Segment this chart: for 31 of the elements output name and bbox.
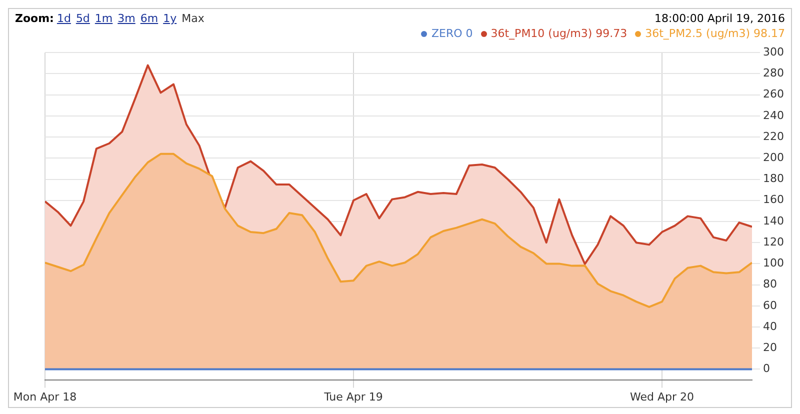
y-tick-label: 80 — [763, 278, 778, 291]
y-tick-label: 220 — [763, 130, 784, 143]
y-tick-label: 280 — [763, 66, 784, 80]
text: 5d — [76, 12, 90, 25]
y-tick-label: 40 — [763, 320, 778, 333]
x-tick-label: Wed Apr 20 — [630, 390, 694, 404]
text: 1m — [94, 12, 113, 25]
legend-label: ZERO 0 — [431, 27, 473, 40]
text: 1y — [163, 12, 177, 25]
text: Zoom: — [15, 12, 54, 25]
y-tick-label: 100 — [763, 256, 784, 270]
y-tick-label: 200 — [763, 151, 784, 164]
y-tick-label: 180 — [763, 172, 784, 186]
x-tick-label: Tue Apr 19 — [323, 390, 383, 404]
y-tick-label: 300 — [763, 45, 784, 58]
y-tick-label: 240 — [763, 108, 784, 122]
text: 1d — [56, 12, 71, 25]
x-tick-label: Mon Apr 18 — [13, 390, 77, 404]
text: Max — [182, 12, 204, 25]
y-tick-label: 160 — [763, 193, 784, 206]
y-tick-label: 60 — [763, 298, 778, 312]
text: 6m — [140, 12, 158, 25]
y-tick-label: 20 — [763, 340, 778, 354]
legend-label: 36t_PM2.5 (ug/m3) 98.17 — [645, 27, 785, 40]
text: 3m — [118, 12, 136, 25]
text: 18:00:00 April 19, 2016 — [653, 12, 785, 25]
y-tick-label: 140 — [763, 214, 784, 228]
y-tick-label: 0 — [763, 362, 770, 376]
y-tick-label: 120 — [763, 235, 784, 248]
legend-label: 36t_PM10 (ug/m3) 99.73 — [490, 27, 628, 40]
y-tick-label: 260 — [763, 88, 784, 101]
